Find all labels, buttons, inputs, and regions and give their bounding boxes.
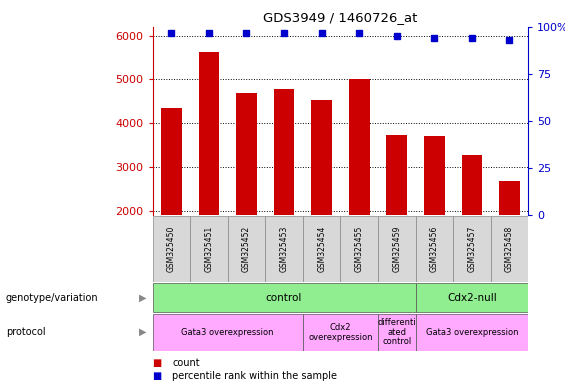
Text: count: count bbox=[172, 358, 200, 368]
FancyBboxPatch shape bbox=[190, 216, 228, 281]
Text: Gata3 overexpression: Gata3 overexpression bbox=[425, 328, 518, 337]
Text: differenti
ated
control: differenti ated control bbox=[377, 318, 416, 346]
Bar bbox=[198, 52, 219, 215]
Bar bbox=[311, 100, 332, 215]
Text: GSM325456: GSM325456 bbox=[430, 225, 439, 272]
FancyBboxPatch shape bbox=[303, 216, 340, 281]
Bar bbox=[236, 93, 257, 215]
Bar bbox=[161, 108, 182, 215]
FancyBboxPatch shape bbox=[378, 314, 416, 351]
Text: GSM325457: GSM325457 bbox=[467, 225, 476, 272]
Text: GSM325459: GSM325459 bbox=[392, 225, 401, 272]
Text: GSM325451: GSM325451 bbox=[205, 225, 214, 272]
Text: ■: ■ bbox=[153, 371, 162, 381]
Text: percentile rank within the sample: percentile rank within the sample bbox=[172, 371, 337, 381]
FancyBboxPatch shape bbox=[490, 216, 528, 281]
Bar bbox=[386, 135, 407, 215]
FancyBboxPatch shape bbox=[303, 314, 378, 351]
Text: GSM325458: GSM325458 bbox=[505, 225, 514, 272]
FancyBboxPatch shape bbox=[378, 216, 416, 281]
Title: GDS3949 / 1460726_at: GDS3949 / 1460726_at bbox=[263, 11, 418, 24]
Bar bbox=[424, 136, 445, 215]
Bar bbox=[499, 181, 520, 215]
Text: Gata3 overexpression: Gata3 overexpression bbox=[181, 328, 274, 337]
FancyBboxPatch shape bbox=[416, 216, 453, 281]
Bar bbox=[349, 78, 370, 215]
Text: protocol: protocol bbox=[6, 327, 45, 337]
FancyBboxPatch shape bbox=[340, 216, 378, 281]
Text: GSM325452: GSM325452 bbox=[242, 225, 251, 272]
Text: GSM325455: GSM325455 bbox=[355, 225, 364, 272]
Text: GSM325453: GSM325453 bbox=[280, 225, 289, 272]
FancyBboxPatch shape bbox=[153, 216, 190, 281]
FancyBboxPatch shape bbox=[153, 283, 416, 312]
Text: ▶: ▶ bbox=[140, 293, 147, 303]
Text: Cdx2
overexpression: Cdx2 overexpression bbox=[308, 323, 373, 341]
Text: genotype/variation: genotype/variation bbox=[6, 293, 98, 303]
Bar bbox=[273, 89, 294, 215]
Text: control: control bbox=[266, 293, 302, 303]
Text: GSM325450: GSM325450 bbox=[167, 225, 176, 272]
Text: ■: ■ bbox=[153, 358, 162, 368]
FancyBboxPatch shape bbox=[416, 283, 528, 312]
Text: ▶: ▶ bbox=[140, 327, 147, 337]
FancyBboxPatch shape bbox=[453, 216, 490, 281]
FancyBboxPatch shape bbox=[153, 314, 303, 351]
Bar bbox=[462, 155, 483, 215]
Text: Cdx2-null: Cdx2-null bbox=[447, 293, 497, 303]
FancyBboxPatch shape bbox=[228, 216, 266, 281]
Text: GSM325454: GSM325454 bbox=[317, 225, 326, 272]
FancyBboxPatch shape bbox=[416, 314, 528, 351]
FancyBboxPatch shape bbox=[266, 216, 303, 281]
